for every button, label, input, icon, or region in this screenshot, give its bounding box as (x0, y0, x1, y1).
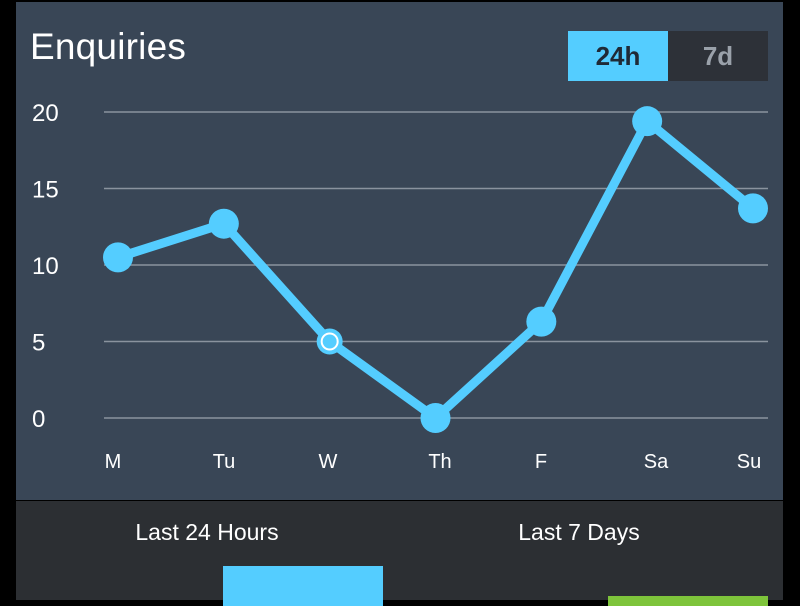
data-point (632, 106, 663, 137)
last-24-hours-label: Last 24 Hours (135, 519, 279, 545)
toggle-7d-button[interactable]: 7d (668, 31, 768, 81)
x-tick-label: Su (737, 451, 761, 473)
x-tick-label: Th (428, 451, 451, 473)
x-tick-label: F (535, 451, 547, 473)
enquiries-chart-panel: Enquiries 24h 7d 0 5 10 15 20 M Tu W Th F Sa Su (16, 2, 783, 500)
page-title: Enquiries (30, 26, 187, 67)
y-tick-label: 20 (32, 100, 59, 127)
y-tick-label: 0 (32, 406, 45, 433)
y-tick-label: 15 (32, 177, 59, 204)
last-7-days-bar (608, 596, 768, 606)
y-tick-label: 5 (32, 330, 45, 357)
last-24-hours-bar (223, 566, 383, 606)
data-point (208, 208, 239, 239)
data-point (420, 403, 451, 433)
range-toggle: 24h 7d (568, 31, 768, 81)
toggle-24h-button[interactable]: 24h (568, 31, 668, 81)
x-tick-label: Tu (213, 451, 236, 473)
x-tick-label: M (105, 451, 122, 473)
summary-panel: Last 24 Hours Last 7 Days (16, 501, 783, 606)
last-7-days-label: Last 7 Days (518, 519, 640, 545)
enquiries-line-chart: 0 5 10 15 20 M Tu W Th F Sa Su (32, 100, 768, 473)
x-tick-label: W (319, 451, 338, 473)
y-tick-label: 10 (32, 253, 59, 280)
data-point-highlight-center (322, 334, 337, 349)
data-point (526, 306, 557, 337)
data-point (738, 193, 768, 224)
data-point (103, 242, 133, 273)
series-line (113, 116, 758, 423)
x-tick-label: Sa (644, 451, 669, 473)
